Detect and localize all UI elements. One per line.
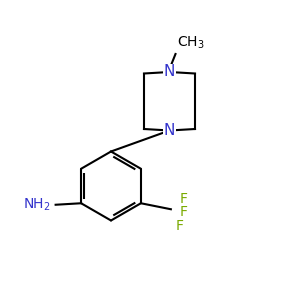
Text: F: F [180, 205, 188, 219]
Text: N: N [164, 64, 175, 80]
Text: F: F [180, 192, 188, 206]
Text: N: N [164, 123, 175, 138]
Text: F: F [176, 219, 183, 233]
Text: NH$_2$: NH$_2$ [23, 196, 51, 213]
Text: CH$_3$: CH$_3$ [177, 34, 205, 51]
